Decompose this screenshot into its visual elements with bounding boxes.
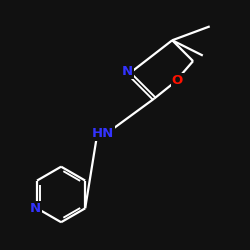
Text: HN: HN (92, 127, 114, 140)
Text: N: N (30, 202, 41, 215)
Text: O: O (172, 74, 183, 87)
Text: N: N (122, 65, 132, 78)
